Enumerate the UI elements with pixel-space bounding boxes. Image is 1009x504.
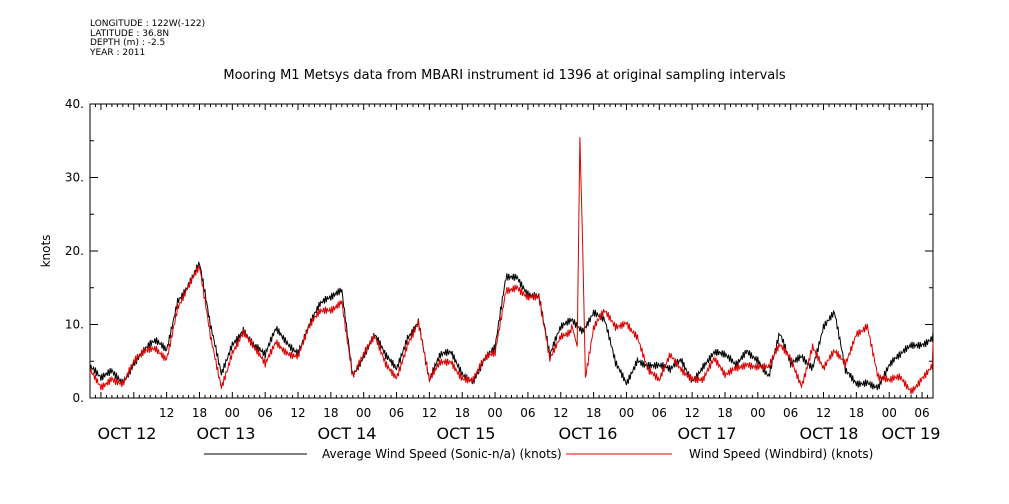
legend: Average Wind Speed (Sonic-n/a) (knots) W… — [204, 447, 873, 461]
date-label: OCT 16 — [559, 424, 618, 443]
x-tick-label: 00 — [619, 406, 634, 420]
x-tick-label: 18 — [586, 406, 601, 420]
x-tick-label: 18 — [323, 406, 338, 420]
y-tick-label: 40. — [65, 97, 84, 111]
x-tick-label: 00 — [750, 406, 765, 420]
x-tick-label: 12 — [422, 406, 437, 420]
chart-title: Mooring M1 Metsys data from MBARI instru… — [223, 68, 786, 83]
legend-label-windbird: Wind Speed (Windbird) (knots) — [689, 447, 873, 461]
series-windbird-wind-speed — [89, 137, 934, 395]
date-label: OCT 15 — [437, 424, 496, 443]
x-tick-label: 00 — [225, 406, 240, 420]
y-tick-label: 30. — [65, 171, 84, 185]
x-tick-label: 00 — [487, 406, 502, 420]
x-tick-label: 12 — [553, 406, 568, 420]
x-tick-label: 06 — [389, 406, 404, 420]
x-tick-label: 12 — [290, 406, 305, 420]
legend-label-average: Average Wind Speed (Sonic-n/a) (knots) — [322, 447, 562, 461]
x-tick-label: 18 — [849, 406, 864, 420]
date-label: OCT 18 — [800, 424, 859, 443]
x-tick-label: 12 — [159, 406, 174, 420]
x-tick-label: 00 — [356, 406, 371, 420]
y-tick-label: 20. — [65, 244, 84, 258]
depth-label: DEPTH (m) : -2.5 — [90, 38, 166, 48]
y-tick-label: 10. — [65, 318, 84, 332]
x-tick-label: 06 — [783, 406, 798, 420]
date-label: OCT 17 — [678, 424, 737, 443]
axis-layer: 0. 10. 20. 30. 40. 12 18 00 06 12 18 00 06 12 18 00 06 12… — [65, 97, 941, 443]
date-label: OCT 12 — [98, 424, 157, 443]
year-label: YEAR : 2011 — [90, 47, 146, 58]
date-label: OCT 13 — [197, 424, 256, 443]
x-tick-label: 18 — [192, 406, 207, 420]
x-tick-label: 12 — [816, 406, 831, 420]
longitude-label: LONGITUDE : 122W(-122) — [90, 19, 206, 29]
x-tick-label: 18 — [717, 406, 732, 420]
y-tick-label: 0. — [73, 391, 84, 405]
x-tick-label: 06 — [914, 406, 929, 420]
latitude-label: LATITUDE : 36.8N — [90, 28, 170, 39]
metadata-block: LONGITUDE : 122W(-122) LATITUDE : 36.8N … — [90, 19, 206, 58]
x-tick-label: 06 — [652, 406, 667, 420]
series-layer — [89, 137, 934, 395]
date-label: OCT 14 — [318, 424, 377, 443]
series-average-wind-speed — [89, 261, 934, 391]
x-tick-label: 00 — [882, 406, 897, 420]
x-tick-label: 12 — [685, 406, 700, 420]
y-axis-label: knots — [39, 235, 53, 268]
x-tick-label: 06 — [520, 406, 535, 420]
date-label: OCT 19 — [882, 424, 941, 443]
x-tick-label: 06 — [258, 406, 273, 420]
x-tick-label: 18 — [455, 406, 470, 420]
